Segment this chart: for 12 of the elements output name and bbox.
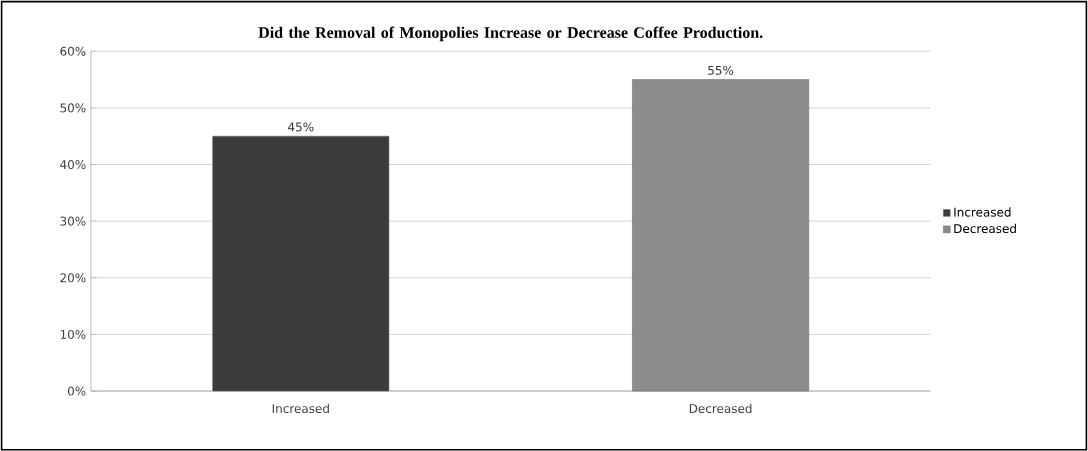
y-tick-label: 0%: [67, 386, 86, 396]
legend-label: Decreased: [954, 223, 1016, 233]
y-tick-label: 60%: [60, 46, 86, 56]
y-tick-label: 50%: [60, 103, 86, 113]
y-tick-label: 10%: [60, 329, 86, 339]
data-label: 55%: [708, 65, 734, 75]
y-tick-label: 30%: [60, 216, 86, 226]
y-tick-label: 40%: [60, 159, 86, 169]
y-tick-label: 20%: [60, 273, 86, 283]
data-label: 45%: [288, 122, 314, 132]
legend-label: Increased: [954, 207, 1011, 217]
chart-title: Did the Removal of Monopolies Increase or Decrease Coffee Production.: [258, 26, 763, 42]
